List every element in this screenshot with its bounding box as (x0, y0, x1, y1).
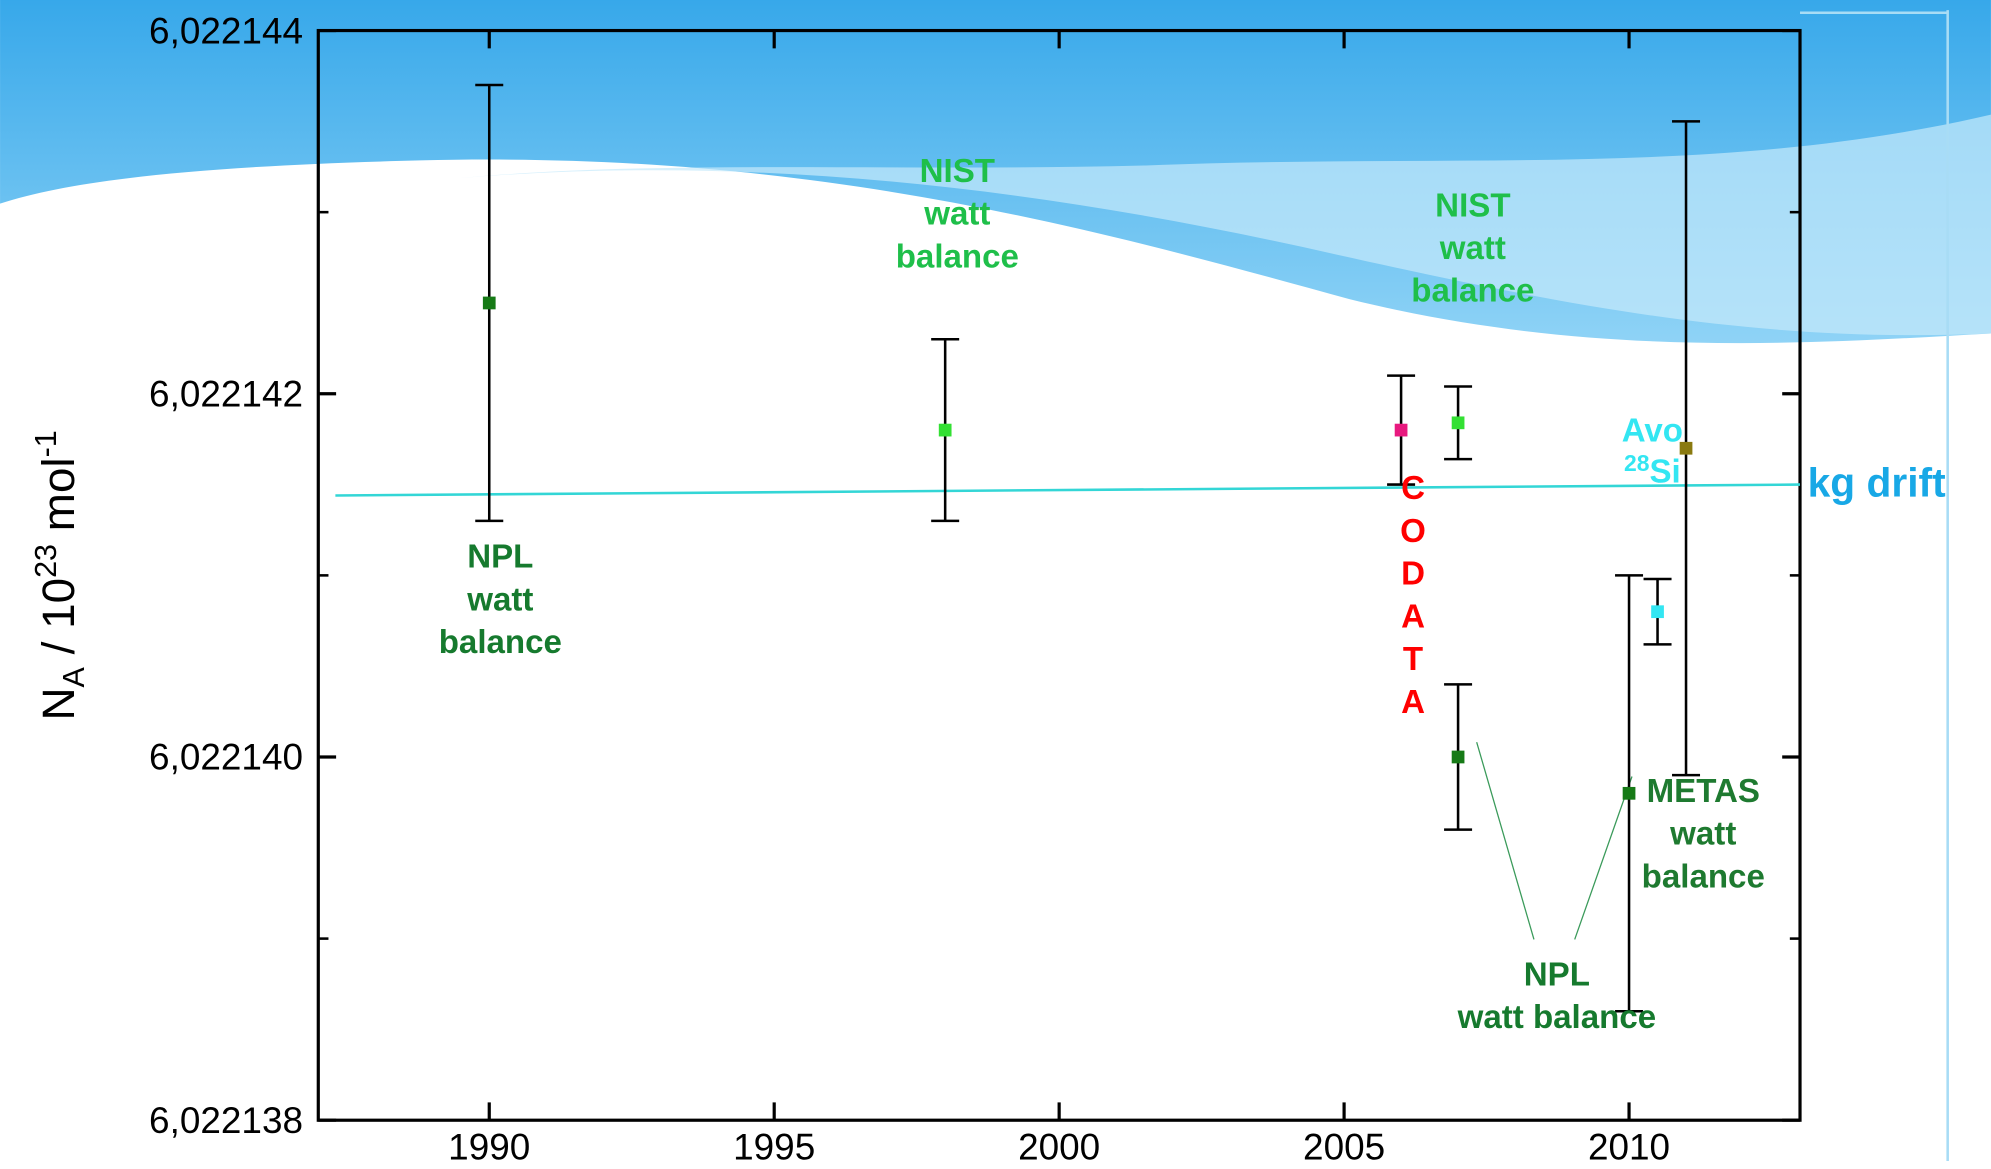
annotation-letter: D (1401, 556, 1425, 593)
x-tick-label: 2005 (1303, 1127, 1385, 1164)
y-axis-title-part: 23 (29, 544, 63, 578)
y-tick-label: 6,022138 (149, 1100, 303, 1141)
annotation: watt (1669, 816, 1736, 853)
data-point (1451, 416, 1465, 430)
annotation: watt (466, 581, 533, 618)
annotation: balance (1642, 858, 1765, 895)
x-tick-label: 2000 (1018, 1127, 1100, 1164)
y-axis-title-part: / 10 (33, 578, 84, 667)
annotation-letter: T (1403, 641, 1423, 678)
annotation-sup: 28 (1624, 450, 1650, 476)
y-axis-title-part: A (57, 666, 91, 687)
y-tick-label: 6,022142 (149, 374, 303, 415)
annotation-letter: A (1401, 684, 1425, 721)
annotation: NIST (920, 153, 995, 190)
annotation-leaders (1476, 741, 1633, 940)
annotation: kg drift (1808, 459, 1946, 505)
annotation: NPL (467, 539, 533, 576)
annotation-letter: O (1400, 513, 1426, 550)
data-point (482, 296, 496, 310)
y-tick-label: 6,022144 (149, 10, 303, 51)
annotation: Avo (1622, 413, 1683, 450)
data-point (1622, 786, 1636, 800)
annotation: balance (439, 624, 562, 661)
annotation: METAS (1647, 773, 1760, 810)
annotation-letter: C (1401, 470, 1425, 507)
annotation: watt (923, 196, 990, 233)
annotation: watt balance (1457, 999, 1657, 1036)
annotation: watt (1439, 230, 1506, 267)
annotation: 28Si (1624, 450, 1681, 490)
y-axis-title: NA / 1023 mol-1 (29, 430, 91, 720)
y-axis-title-part: N (33, 687, 84, 720)
x-tick-label: 2010 (1588, 1127, 1670, 1164)
annotation: NIST (1435, 187, 1510, 224)
annotation: NPL (1524, 956, 1590, 993)
data-point (1394, 423, 1408, 437)
x-tick-label: 1995 (733, 1127, 815, 1164)
annotation-text: Si (1649, 453, 1680, 490)
drift-line (335, 483, 1801, 497)
y-axis-title-part: mol (33, 457, 84, 544)
y-axis-title-part: -1 (29, 430, 63, 457)
annotation: balance (1411, 273, 1534, 310)
data-point (1451, 750, 1465, 764)
data-point (938, 423, 952, 437)
x-tick-label: 1990 (448, 1127, 530, 1164)
data-point (1651, 605, 1664, 619)
annotation-letter: A (1401, 598, 1425, 635)
data-point (1679, 441, 1693, 455)
y-tick-label: 6,022140 (149, 737, 303, 778)
annotation: balance (896, 238, 1019, 275)
